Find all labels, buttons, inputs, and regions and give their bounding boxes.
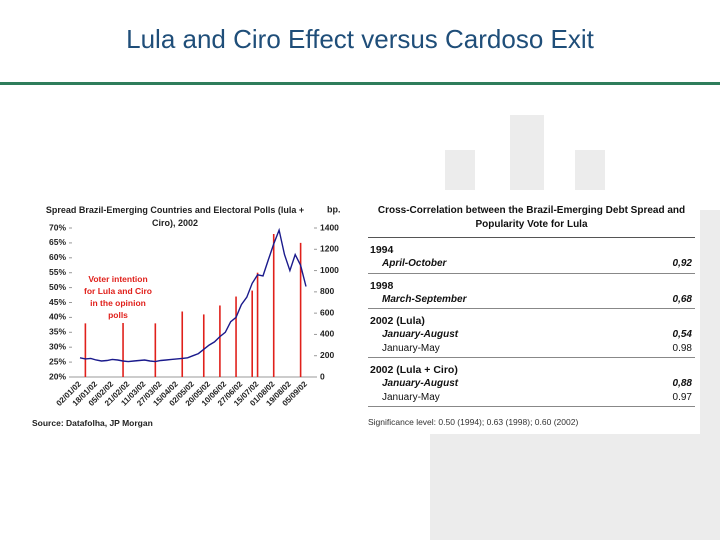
table-body: 1994 April-October 0,92 1998 March-September… xyxy=(368,238,695,407)
group-label: 2002 (Lula + Ciro) xyxy=(370,364,458,376)
period: January-May xyxy=(382,342,440,354)
period: January-August xyxy=(382,329,459,340)
watermark-wall xyxy=(700,210,720,430)
watermark-tower xyxy=(510,115,544,190)
table-group: 2002 (Lula + Ciro) January-August 0,88 Janu… xyxy=(368,358,695,407)
spread-line xyxy=(79,227,307,363)
y2-tick-label: 800 xyxy=(320,286,334,296)
watermark xyxy=(430,115,720,540)
table-title: Cross-Correlation between the Brazil-Eme… xyxy=(368,204,695,238)
period: March-September xyxy=(382,293,467,305)
y-tick-label: 60% xyxy=(49,252,66,262)
group-label: 1994 xyxy=(370,244,394,256)
y2-tick-label: 1400 xyxy=(320,222,339,232)
period: January-May xyxy=(382,391,440,403)
y2-tick-label: 1200 xyxy=(320,244,339,254)
y-tick-label: 50% xyxy=(49,282,66,292)
correlation-table: Cross-Correlation between the Brazil-Eme… xyxy=(368,204,695,427)
table-row: January-August 0,54 xyxy=(368,328,695,342)
y2-tick-label: 400 xyxy=(320,329,334,339)
y-tick-label: 30% xyxy=(49,341,66,351)
y2-axis-label: bp. xyxy=(327,204,341,214)
group-label: 1998 xyxy=(370,279,394,292)
y2-tick-label: 600 xyxy=(320,307,334,317)
y-tick-label: 70% xyxy=(49,222,66,232)
y-tick-label: 65% xyxy=(49,237,66,247)
watermark-tower xyxy=(445,150,475,190)
correlation: 0,54 xyxy=(672,329,692,340)
y2-tick-label: 1000 xyxy=(320,265,339,275)
table-note: Significance level: 0.50 (1994); 0.63 (1… xyxy=(368,417,579,427)
annotation: Voter intention for Lula and Ciro in the… xyxy=(82,271,154,323)
period: January-August xyxy=(382,378,459,389)
table-row: January-May 0.98 xyxy=(368,342,695,356)
slide-title: Lula and Ciro Effect versus Cardoso Exit xyxy=(126,24,594,54)
correlation: 0.98 xyxy=(672,342,692,354)
y2-tick-label: 200 xyxy=(320,350,334,360)
table-group: 2002 (Lula) January-August 0,54 January-May… xyxy=(368,309,695,358)
title-rule xyxy=(0,82,720,85)
table-row: January-May 0.97 xyxy=(368,391,695,405)
correlation: 0,68 xyxy=(672,293,692,305)
correlation: 0,88 xyxy=(672,378,692,389)
source-note: Source: Datafolha, JP Morgan xyxy=(32,418,153,428)
correlation: 0,92 xyxy=(672,258,692,269)
y-tick-label: 20% xyxy=(49,371,66,381)
table-row: March-September 0,68 xyxy=(368,293,695,307)
correlation: 0.97 xyxy=(672,391,692,403)
table-row: January-August 0,88 xyxy=(368,377,695,391)
chart-title: Spread Brazil-Emerging Countries and Ele… xyxy=(45,205,305,228)
y2-tick-label: 0 xyxy=(320,371,325,381)
y-tick-label: 35% xyxy=(49,327,66,337)
watermark-base xyxy=(430,430,720,540)
y-tick-label: 40% xyxy=(49,312,66,322)
y-tick-label: 25% xyxy=(49,356,66,366)
y-tick-label: 55% xyxy=(49,267,66,277)
table-group: 1998 March-September 0,68 xyxy=(368,274,695,309)
period: April-October xyxy=(382,258,447,269)
table-row: April-October 0,92 xyxy=(368,257,695,271)
group-label: 2002 (Lula) xyxy=(370,315,425,327)
watermark-tower xyxy=(575,150,605,190)
y-tick-label: 45% xyxy=(49,297,66,307)
table-group: 1994 April-October 0,92 xyxy=(368,238,695,274)
